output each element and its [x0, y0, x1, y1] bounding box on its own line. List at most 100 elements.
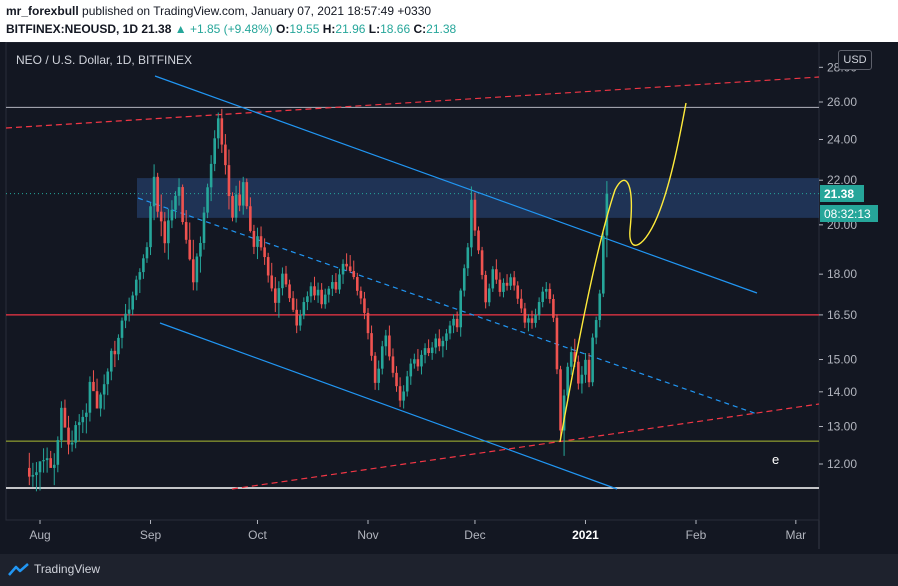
candle-body[interactable] [370, 333, 373, 356]
candle-body[interactable] [573, 352, 577, 362]
candle-body[interactable] [224, 144, 227, 166]
candle-body[interactable] [477, 230, 480, 251]
candle-body[interactable] [81, 416, 85, 423]
candle-body[interactable] [195, 256, 199, 283]
tradingview-brand[interactable]: TradingView [34, 562, 101, 576]
candle-body[interactable] [391, 356, 395, 373]
candle-body[interactable] [88, 381, 92, 413]
candle-body[interactable] [49, 458, 52, 468]
candle-body[interactable] [363, 298, 366, 313]
candle-body[interactable] [377, 368, 380, 383]
candle-body[interactable] [416, 359, 420, 367]
candle-body[interactable] [541, 291, 544, 303]
candle-body[interactable] [209, 163, 213, 188]
candle-body[interactable] [356, 277, 359, 291]
candle-body[interactable] [238, 194, 241, 206]
candle-body[interactable] [70, 442, 74, 445]
candle-body[interactable] [559, 369, 562, 431]
candle-body[interactable] [505, 282, 509, 286]
upper-red-trendline[interactable] [5, 76, 820, 129]
candle-body[interactable] [206, 187, 209, 213]
candle-body[interactable] [52, 464, 56, 468]
candle-body[interactable] [544, 288, 548, 292]
candle-body[interactable] [384, 335, 388, 347]
candle-body[interactable] [405, 376, 409, 392]
candle-body[interactable] [313, 286, 316, 296]
candle-body[interactable] [152, 176, 156, 207]
channel-middle-line[interactable] [137, 197, 758, 415]
candle-body[interactable] [331, 282, 334, 289]
tradingview-logo-icon[interactable] [8, 563, 30, 577]
symbol-legend[interactable]: NEO / U.S. Dollar, 1D, BITFINEX [16, 53, 193, 67]
candle-body[interactable] [327, 288, 331, 295]
candle-body[interactable] [602, 235, 605, 294]
candle-body[interactable] [92, 381, 95, 392]
candle-body[interactable] [28, 467, 31, 477]
candle-body[interactable] [438, 338, 441, 347]
candle-body[interactable] [491, 269, 495, 289]
candle-body[interactable] [452, 318, 455, 326]
candle-body[interactable] [580, 374, 584, 384]
candle-body[interactable] [184, 222, 188, 240]
candle-body[interactable] [74, 425, 77, 443]
candle-body[interactable] [245, 182, 249, 207]
candle-body[interactable] [302, 302, 306, 316]
candle-body[interactable] [338, 274, 341, 290]
candle-body[interactable] [445, 333, 448, 341]
candle-body[interactable] [263, 247, 266, 258]
candle-body[interactable] [591, 337, 594, 383]
candle-body[interactable] [502, 282, 505, 292]
candle-body[interactable] [63, 407, 67, 428]
candle-body[interactable] [359, 290, 363, 299]
candle-body[interactable] [366, 312, 370, 334]
candle-body[interactable] [306, 296, 309, 303]
candle-body[interactable] [60, 407, 63, 441]
author-name[interactable]: mr_forexbull [6, 4, 79, 18]
candle-body[interactable] [484, 274, 487, 303]
candle-body[interactable] [106, 371, 110, 385]
candle-body[interactable] [441, 340, 445, 347]
candle-body[interactable] [159, 211, 163, 222]
candle-body[interactable] [388, 335, 391, 357]
candle-body[interactable] [77, 422, 81, 426]
candle-body[interactable] [256, 236, 259, 247]
candle-body[interactable] [487, 288, 491, 303]
candle-body[interactable] [56, 440, 60, 465]
candle-body[interactable] [231, 196, 234, 218]
candle-body[interactable] [520, 298, 523, 309]
candle-body[interactable] [402, 391, 405, 401]
candle-body[interactable] [31, 475, 35, 477]
candle-body[interactable] [199, 242, 202, 257]
candle-body[interactable] [259, 236, 263, 248]
candle-body[interactable] [409, 363, 413, 377]
candle-body[interactable] [577, 361, 580, 384]
candle-body[interactable] [45, 458, 49, 461]
candle-body[interactable] [562, 395, 566, 431]
candle-body[interactable] [334, 282, 338, 290]
candle-body[interactable] [277, 288, 281, 303]
candle-body[interactable] [427, 348, 430, 354]
candle-body[interactable] [284, 273, 288, 285]
candle-body[interactable] [309, 286, 313, 297]
candle-body[interactable] [584, 359, 587, 375]
candle-body[interactable] [227, 165, 231, 197]
candle-body[interactable] [241, 182, 245, 206]
candle-body[interactable] [495, 269, 498, 280]
candle-body[interactable] [527, 318, 530, 323]
candle-body[interactable] [423, 348, 427, 355]
candle-body[interactable] [163, 221, 167, 244]
candle-body[interactable] [345, 263, 348, 267]
candle-body[interactable] [430, 347, 434, 354]
currency-button[interactable]: USD [838, 50, 872, 70]
candle-body[interactable] [523, 308, 527, 323]
candle-body[interactable] [142, 258, 145, 273]
channel-lower-line[interactable] [159, 322, 618, 490]
candle-body[interactable] [398, 386, 402, 401]
candle-body[interactable] [113, 350, 117, 355]
price-axis[interactable]: 28.0026.0024.0022.0020.0018.0016.5015.00… [819, 60, 857, 471]
candle-body[interactable] [448, 325, 452, 334]
candle-body[interactable] [295, 309, 298, 326]
candle-body[interactable] [202, 212, 206, 243]
candle-body[interactable] [216, 118, 220, 139]
candle-body[interactable] [252, 230, 256, 247]
